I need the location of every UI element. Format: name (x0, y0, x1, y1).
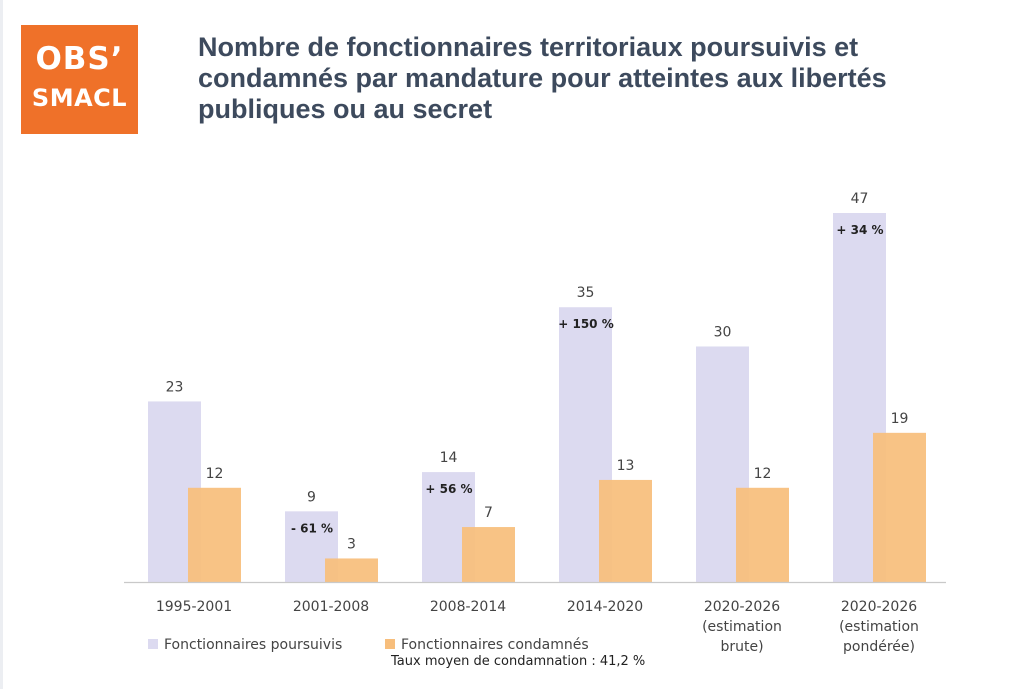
data-label-condamnes: 19 (891, 411, 909, 427)
bar-condamnes (325, 558, 378, 582)
logo-line-2: SMACL (31, 84, 128, 112)
x-tick-label: pondérée) (843, 639, 915, 655)
data-label-condamnes: 13 (617, 458, 635, 474)
data-label-poursuivis: 9 (307, 489, 316, 505)
legend-label-condamnes: Fonctionnaires condamnés (401, 637, 589, 653)
change-label: + 56 % (425, 482, 472, 496)
x-tick-label: (estimation (839, 619, 919, 635)
x-tick-label: 2020-2026 (704, 599, 780, 615)
legend-label-poursuivis: Fonctionnaires poursuivis (164, 637, 343, 653)
average-rate-note: Taux moyen de condamnation : 41,2 % (391, 654, 646, 669)
data-label-condamnes: 7 (484, 505, 493, 521)
change-label: + 34 % (836, 223, 883, 237)
data-label-poursuivis: 23 (166, 379, 184, 395)
data-label-condamnes: 12 (206, 466, 224, 482)
x-tick-label: 2001-2008 (293, 599, 369, 615)
change-label: + 150 % (558, 317, 613, 331)
left-edge-rule (0, 0, 3, 689)
bar-condamnes (736, 487, 789, 582)
legend-swatch-poursuivis (148, 639, 158, 649)
data-label-poursuivis: 47 (851, 191, 869, 207)
bar-condamnes (599, 479, 652, 582)
x-tick-label: 2014-2020 (567, 599, 643, 615)
x-tick-label: (estimation (702, 619, 782, 635)
x-tick-label: 1995-2001 (156, 599, 232, 615)
obs-smacl-logo: OBS’ SMACL (21, 25, 138, 134)
logo-line-1: OBS’ (35, 41, 124, 77)
data-label-poursuivis: 14 (440, 450, 458, 466)
legend-item-poursuivis: Fonctionnaires poursuivis (148, 637, 342, 653)
data-label-condamnes: 12 (754, 466, 772, 482)
change-label: - 61 % (291, 521, 333, 535)
legend-swatch-condamnes (385, 639, 395, 649)
chart-title: Nombre de fonctionnaires territoriaux po… (198, 32, 887, 124)
bar-condamnes (873, 432, 926, 582)
legend-item-condamnes: Fonctionnaires condamnés (385, 637, 589, 653)
x-tick-label: brute) (720, 639, 763, 655)
data-label-poursuivis: 35 (577, 285, 595, 301)
x-tick-label: 2008-2014 (430, 599, 506, 615)
data-label-poursuivis: 30 (714, 324, 732, 340)
bar-condamnes (462, 527, 515, 582)
x-tick-label: 2020-2026 (841, 599, 917, 615)
bar-condamnes (188, 487, 241, 582)
data-label-condamnes: 3 (347, 536, 356, 552)
